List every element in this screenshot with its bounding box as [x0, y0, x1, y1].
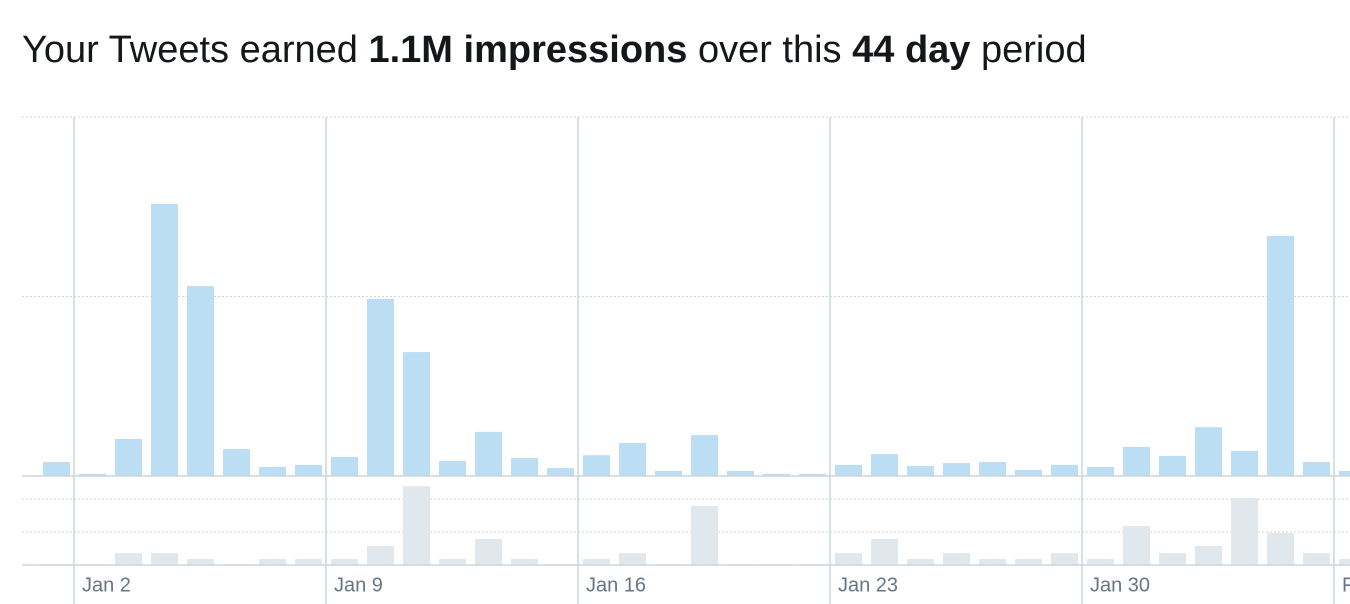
x-tick-label: Jan 2 [82, 574, 131, 596]
bar [1339, 559, 1350, 565]
bar [1195, 427, 1222, 476]
bar [1159, 553, 1186, 565]
title-part: Your Tweets earned [22, 29, 368, 71]
bar [511, 559, 538, 565]
bar [583, 559, 610, 565]
bar [187, 286, 214, 476]
bar [691, 435, 718, 476]
bar [331, 559, 358, 565]
bar [259, 559, 286, 565]
bar [115, 553, 142, 565]
bar [1015, 469, 1042, 476]
bar [1339, 470, 1350, 476]
bar [475, 538, 502, 565]
bar [511, 458, 538, 476]
bar [1051, 553, 1078, 565]
bar [979, 559, 1006, 565]
x-tick-label: Jan 23 [838, 574, 898, 596]
bar [1303, 461, 1330, 476]
bar [259, 467, 286, 476]
bar [619, 442, 646, 476]
bar [835, 464, 862, 476]
bar [403, 486, 430, 565]
bar [223, 449, 250, 476]
title-part: 44 day [852, 29, 970, 71]
bar [1123, 526, 1150, 565]
bar [151, 553, 178, 565]
bar [1231, 450, 1258, 476]
x-tick-label: Jan 30 [1090, 574, 1150, 596]
bar [1051, 464, 1078, 476]
bar [691, 505, 718, 565]
title-part: 1.1M impressions [368, 29, 687, 71]
bar [403, 352, 430, 476]
bar [907, 465, 934, 476]
bar [943, 463, 970, 476]
x-tick-label: Feb 6 [1342, 574, 1350, 596]
x-tick-label: Jan 16 [586, 574, 646, 596]
bar [871, 454, 898, 476]
bar [727, 470, 754, 476]
bar [331, 456, 358, 476]
bar [655, 470, 682, 476]
x-tick-label: Jan 9 [334, 574, 383, 596]
title-part: over this [687, 29, 852, 71]
bar [1087, 467, 1114, 476]
bar [835, 553, 862, 565]
bar [979, 461, 1006, 476]
bar [763, 473, 790, 476]
bar [1195, 545, 1222, 565]
chart-title: Your Tweets earned 1.1M impressions over… [22, 29, 1087, 71]
bar [583, 455, 610, 476]
bar [547, 468, 574, 476]
bar [871, 538, 898, 565]
bar [943, 553, 970, 565]
bar [295, 464, 322, 476]
bar [1267, 235, 1294, 476]
bar [439, 559, 466, 565]
bar [43, 461, 70, 476]
bar [1159, 455, 1186, 476]
bar [619, 553, 646, 565]
bar [1303, 553, 1330, 565]
bar [367, 545, 394, 565]
bar [1123, 446, 1150, 476]
bar [799, 473, 826, 476]
bar [1015, 559, 1042, 565]
bar [439, 460, 466, 476]
bar [115, 439, 142, 476]
bar [475, 431, 502, 476]
bar [367, 299, 394, 476]
title-part: period [970, 29, 1086, 71]
bar [79, 473, 106, 476]
bar [151, 203, 178, 477]
bar [1231, 498, 1258, 565]
bar [1087, 559, 1114, 565]
bar [187, 559, 214, 565]
bar [295, 559, 322, 565]
bar [1267, 533, 1294, 565]
bar [907, 559, 934, 565]
